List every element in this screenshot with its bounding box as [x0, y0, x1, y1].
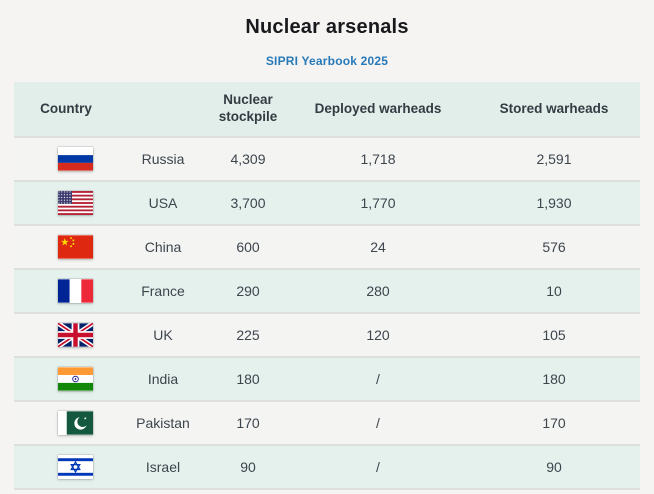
table-header-row: Country Nuclear stockpile Deployed warhe… — [14, 82, 640, 138]
deployed-value: 24 — [370, 239, 386, 255]
stockpile-value: 4,309 — [230, 151, 266, 167]
table-row: France 290 280 10 — [14, 270, 640, 314]
nuclear-arsenals-table: Country Nuclear stockpile Deployed warhe… — [14, 82, 640, 494]
deployed-value: 280 — [366, 283, 390, 299]
column-header-deployed: Deployed warheads — [314, 100, 442, 116]
stored-value: 10 — [546, 283, 562, 299]
flag-cell — [14, 411, 118, 435]
country-name: USA — [148, 195, 178, 211]
stored-value: 180 — [542, 371, 566, 387]
flag-cell — [14, 191, 118, 215]
title-block: Nuclear arsenals SIPRI Yearbook 2025 — [0, 0, 654, 82]
flag-cell — [14, 279, 118, 303]
column-header-stored: Stored warheads — [499, 100, 609, 116]
country-name: India — [147, 371, 179, 387]
stored-value: 170 — [542, 415, 566, 431]
table-row: Russia 4,309 1,718 2,591 — [14, 138, 640, 182]
flag-cell — [14, 323, 118, 347]
stockpile-value: 225 — [236, 327, 260, 343]
deployed-value: 120 — [366, 327, 390, 343]
table-partial-next-row — [14, 490, 640, 494]
table-row: China 600 24 576 — [14, 226, 640, 270]
country-name: UK — [153, 327, 173, 343]
deployed-value: / — [376, 415, 380, 431]
stockpile-value: 90 — [240, 459, 256, 475]
usa-flag-icon — [58, 191, 93, 215]
stockpile-value: 290 — [236, 283, 260, 299]
table-row: India 180 / 180 — [14, 358, 640, 402]
stored-value: 1,930 — [536, 195, 572, 211]
deployed-value: 1,770 — [360, 195, 396, 211]
deployed-value: / — [376, 371, 380, 387]
stored-value: 105 — [542, 327, 566, 343]
flag-cell — [14, 147, 118, 171]
column-header-country: Country — [40, 100, 92, 116]
india-flag-icon — [58, 367, 93, 391]
table-row: Israel 90 / 90 — [14, 446, 640, 490]
stored-value: 576 — [542, 239, 566, 255]
israel-flag-icon — [58, 455, 93, 479]
country-name: Russia — [141, 151, 185, 167]
uk-flag-icon — [58, 323, 93, 347]
deployed-value: 1,718 — [360, 151, 396, 167]
country-name: Pakistan — [136, 415, 190, 431]
stockpile-value: 180 — [236, 371, 260, 387]
table-row: USA 3,700 1,770 1,930 — [14, 182, 640, 226]
column-header-stockpile: Nuclear stockpile — [218, 92, 278, 124]
country-name: Israel — [145, 459, 181, 475]
russia-flag-icon — [58, 147, 93, 171]
deployed-value: / — [376, 459, 380, 475]
pakistan-flag-icon — [58, 411, 93, 435]
flag-cell — [14, 367, 118, 391]
china-flag-icon — [58, 235, 93, 259]
stockpile-value: 170 — [236, 415, 260, 431]
page-title: Nuclear arsenals — [245, 16, 409, 38]
country-name: France — [141, 283, 185, 299]
table-row: UK 225 120 105 — [14, 314, 640, 358]
country-name: China — [144, 239, 182, 255]
stored-value: 90 — [546, 459, 562, 475]
stored-value: 2,591 — [536, 151, 572, 167]
stockpile-value: 600 — [236, 239, 260, 255]
table-row: Pakistan 170 / 170 — [14, 402, 640, 446]
flag-cell — [14, 455, 118, 479]
table-body: Russia 4,309 1,718 2,591 USA 3,700 1,770 1,930 C… — [14, 138, 640, 490]
page-subtitle: SIPRI Yearbook 2025 — [265, 54, 389, 68]
france-flag-icon — [58, 279, 93, 303]
stockpile-value: 3,700 — [230, 195, 266, 211]
flag-cell — [14, 235, 118, 259]
